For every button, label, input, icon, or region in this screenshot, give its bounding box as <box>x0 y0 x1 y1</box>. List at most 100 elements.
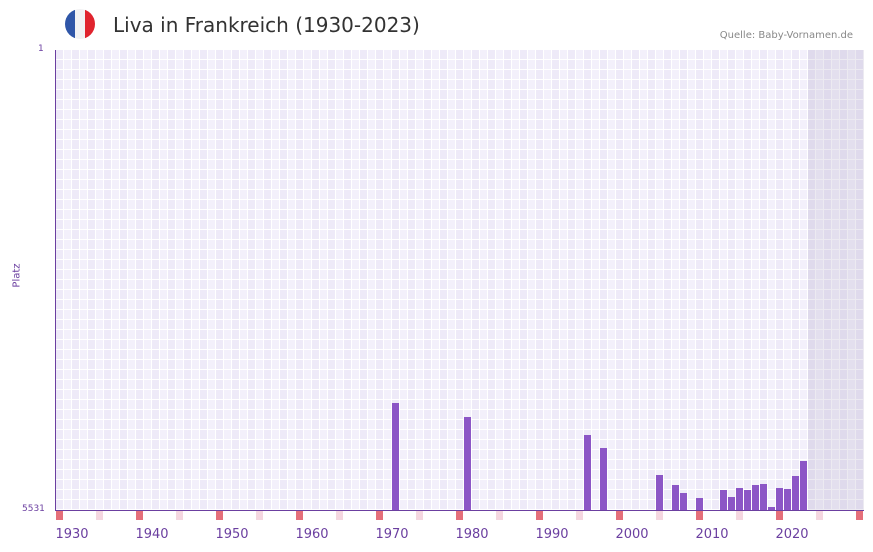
grid-column <box>632 50 640 510</box>
grid-column <box>552 50 560 510</box>
y-axis-top-label: 1 <box>38 44 44 54</box>
grid-column <box>824 50 832 510</box>
year-marker <box>176 511 183 520</box>
grid-column <box>200 50 208 510</box>
grid-column <box>392 50 400 510</box>
grid-column <box>168 50 176 510</box>
x-tick-label: 1930 <box>55 527 89 542</box>
y-axis-line <box>55 50 56 510</box>
grid-column <box>512 50 520 510</box>
bar-2021[interactable] <box>800 461 807 510</box>
year-marker <box>136 511 143 520</box>
bar-2012[interactable] <box>728 497 735 510</box>
year-marker <box>376 511 383 520</box>
grid-column <box>840 50 848 510</box>
grid-column <box>104 50 112 510</box>
year-marker <box>336 511 343 520</box>
grid-column <box>160 50 168 510</box>
grid-column <box>576 50 584 510</box>
grid-column <box>608 50 616 510</box>
grid-column <box>592 50 600 510</box>
grid-column <box>792 50 800 510</box>
grid-column <box>224 50 232 510</box>
grid-column <box>248 50 256 510</box>
bar-2018[interactable] <box>776 488 783 510</box>
bar-2005[interactable] <box>672 485 679 510</box>
grid-column <box>504 50 512 510</box>
grid-column <box>360 50 368 510</box>
grid-column <box>816 50 824 510</box>
x-tick-label: 2010 <box>695 527 729 542</box>
grid-column <box>296 50 304 510</box>
x-tick-label: 1970 <box>375 527 409 542</box>
grid-column <box>728 50 736 510</box>
grid-column <box>288 50 296 510</box>
grid-column <box>776 50 784 510</box>
bar-2006[interactable] <box>680 493 687 510</box>
bar-1970[interactable] <box>392 403 399 510</box>
grid-column <box>280 50 288 510</box>
year-marker <box>736 511 743 520</box>
x-axis-line <box>55 510 864 511</box>
bar-2003[interactable] <box>656 475 663 510</box>
grid-column <box>184 50 192 510</box>
grid-column <box>472 50 480 510</box>
grid-column <box>328 50 336 510</box>
x-tick-label: 2000 <box>615 527 649 542</box>
future-years-shade <box>808 50 864 510</box>
grid-column <box>528 50 536 510</box>
bar-2008[interactable] <box>696 498 703 510</box>
grid-column <box>344 50 352 510</box>
grid-column <box>232 50 240 510</box>
grid-column <box>560 50 568 510</box>
flag-stripe <box>75 9 85 39</box>
bar-2017[interactable] <box>768 507 775 510</box>
bar-1996[interactable] <box>600 448 607 510</box>
flag-stripe <box>65 9 75 39</box>
grid-column <box>384 50 392 510</box>
grid-column <box>408 50 416 510</box>
bar-1979[interactable] <box>464 417 471 510</box>
grid-column <box>768 50 776 510</box>
grid-column <box>352 50 360 510</box>
grid-column <box>88 50 96 510</box>
grid-column <box>696 50 704 510</box>
grid-column <box>64 50 72 510</box>
bar-2013[interactable] <box>736 488 743 510</box>
bar-2015[interactable] <box>752 485 759 510</box>
bar-2016[interactable] <box>760 484 767 510</box>
grid-column <box>744 50 752 510</box>
grid-column <box>496 50 504 510</box>
x-tick-label: 1950 <box>215 527 249 542</box>
bar-2020[interactable] <box>792 476 799 510</box>
grid-column <box>256 50 264 510</box>
grid-column <box>464 50 472 510</box>
grid-column <box>304 50 312 510</box>
grid-column <box>136 50 144 510</box>
bar-1994[interactable] <box>584 435 591 510</box>
grid-column <box>688 50 696 510</box>
grid-column <box>400 50 408 510</box>
flag-stripe <box>85 9 95 39</box>
grid-column <box>808 50 816 510</box>
bar-2011[interactable] <box>720 490 727 510</box>
grid-column <box>368 50 376 510</box>
grid-column <box>480 50 488 510</box>
grid-column <box>752 50 760 510</box>
grid-column <box>440 50 448 510</box>
chart-title: Liva in Frankreich (1930-2023) <box>113 13 420 37</box>
grid-column <box>536 50 544 510</box>
y-axis-title: Platz <box>11 263 23 288</box>
grid-column <box>720 50 728 510</box>
bar-2014[interactable] <box>744 490 751 510</box>
grid-column <box>856 50 864 510</box>
year-marker <box>576 511 583 520</box>
grid-column <box>272 50 280 510</box>
bar-2019[interactable] <box>784 489 791 510</box>
year-marker <box>496 511 503 520</box>
grid-column <box>656 50 664 510</box>
grid-column <box>376 50 384 510</box>
grid-column <box>416 50 424 510</box>
grid-column <box>448 50 456 510</box>
grid-column <box>120 50 128 510</box>
